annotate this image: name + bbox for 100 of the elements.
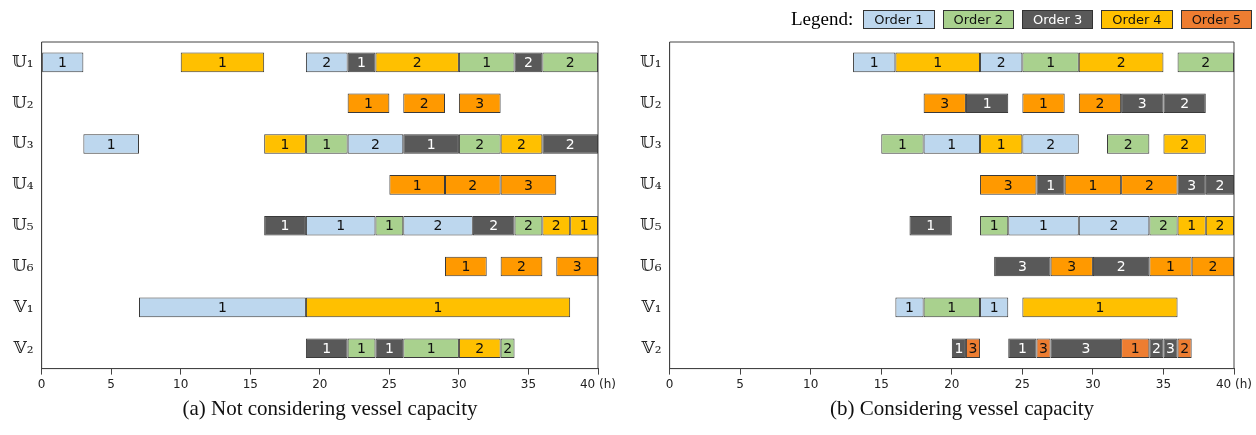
annotation: 3 bbox=[1067, 258, 1077, 275]
annotation: 3 bbox=[1003, 176, 1013, 193]
annotation: 3 bbox=[1187, 176, 1197, 193]
annotation: 2 bbox=[1095, 94, 1105, 111]
y-tick-label: 𝕍₁ bbox=[640, 295, 662, 316]
annotation: 2 bbox=[1046, 135, 1056, 152]
annotation: 1 bbox=[1046, 176, 1056, 193]
annotation: 3 bbox=[940, 94, 950, 111]
y-tick-label: 𝕌₆ bbox=[640, 254, 662, 275]
annotation: 2 bbox=[419, 94, 429, 111]
x-tick-label: 35 bbox=[1155, 376, 1172, 391]
x-tick-label: 0 bbox=[665, 376, 674, 391]
annotation: 1 bbox=[905, 299, 914, 315]
x-tick-label: 5 bbox=[736, 376, 745, 391]
y-tick-label: 𝕌₂ bbox=[12, 91, 34, 112]
annotation: 1 bbox=[218, 54, 227, 71]
annotation: 3 bbox=[523, 176, 533, 193]
text: Order 5 bbox=[1180, 9, 1252, 29]
annotation: 2 bbox=[475, 135, 485, 152]
x-tick-label: 40 (h) bbox=[579, 376, 617, 391]
text: Order 1 bbox=[863, 9, 935, 29]
annotation: 2 bbox=[551, 217, 561, 234]
annotation: 2 bbox=[1180, 135, 1190, 152]
legend-title: Legend: bbox=[790, 8, 854, 30]
annotation: 2 bbox=[523, 217, 533, 234]
annotation: 2 bbox=[1151, 339, 1161, 356]
annotation: 2 bbox=[1180, 339, 1190, 356]
x-tick-label: 20 bbox=[312, 376, 328, 391]
annotation: 1 bbox=[1017, 339, 1027, 356]
annotation: 2 bbox=[322, 54, 332, 71]
annotation: 1 bbox=[1095, 299, 1105, 315]
annotation: 2 bbox=[517, 135, 526, 152]
annotation: 2 bbox=[1123, 135, 1133, 152]
annotation: 1 bbox=[461, 258, 471, 275]
annotation: 2 bbox=[1158, 217, 1168, 234]
x-tick-label: 0 bbox=[37, 376, 46, 391]
x-tick-label: 15 bbox=[873, 376, 889, 391]
annotation: 1 bbox=[989, 299, 999, 315]
y-tick-label: 𝕌₃ bbox=[12, 132, 34, 153]
y-tick-label: 𝕌₆ bbox=[12, 254, 34, 275]
annotation: 1 bbox=[1039, 217, 1048, 234]
y-tick-label: 𝕍₁ bbox=[12, 295, 34, 316]
annotation: 1 bbox=[364, 94, 373, 111]
y-tick-label: 𝕌₂ bbox=[640, 91, 662, 112]
annotation: 1 bbox=[426, 135, 436, 152]
x-tick-label: 35 bbox=[520, 376, 537, 391]
annotation: 2 bbox=[489, 217, 499, 234]
annotation: 3 bbox=[1039, 339, 1048, 356]
annotation: 2 bbox=[1144, 176, 1154, 193]
x-tick-label: 30 bbox=[451, 376, 467, 391]
annotation: 1 bbox=[947, 135, 957, 152]
x-tick-label: 30 bbox=[1085, 376, 1101, 391]
annotation: 1 bbox=[989, 217, 999, 234]
y-tick-label: 𝕌₄ bbox=[640, 173, 662, 194]
annotation: 2 bbox=[412, 54, 422, 71]
annotation: 1 bbox=[322, 135, 332, 152]
annotation: 1 bbox=[947, 299, 957, 315]
annotation: 3 bbox=[968, 339, 978, 356]
annotation: 1 bbox=[933, 54, 943, 71]
annotation: 1 bbox=[58, 54, 67, 71]
annotation: 1 bbox=[897, 135, 907, 152]
annotation: 1 bbox=[996, 135, 1006, 152]
annotation: 1 bbox=[412, 176, 422, 193]
x-tick-label: 10 bbox=[803, 376, 819, 391]
annotation: 3 bbox=[1017, 258, 1027, 275]
annotation: 1 bbox=[357, 54, 367, 71]
text: Order 4 bbox=[1101, 9, 1173, 29]
x-tick-label: 5 bbox=[107, 376, 116, 391]
annotation: 1 bbox=[926, 217, 936, 234]
annotation: 2 bbox=[565, 135, 575, 152]
annotation: 1 bbox=[954, 339, 964, 356]
text: Order 3 bbox=[1021, 9, 1094, 29]
annotation: 2 bbox=[1215, 217, 1225, 234]
annotation: 2 bbox=[1116, 54, 1126, 71]
annotation: 2 bbox=[1109, 217, 1119, 234]
annotation: 3 bbox=[572, 258, 582, 275]
x-tick-label: 10 bbox=[173, 376, 189, 391]
annotation: 1 bbox=[426, 339, 436, 356]
y-tick-label: 𝕍₂ bbox=[640, 336, 662, 357]
annotation: 2 bbox=[1201, 54, 1211, 71]
x-tick-label: 20 bbox=[944, 376, 960, 391]
text: Order 2 bbox=[942, 9, 1014, 29]
annotation: 1 bbox=[1046, 54, 1056, 71]
annotation: 2 bbox=[1116, 258, 1126, 275]
annotation: 1 bbox=[106, 135, 116, 152]
annotation: 2 bbox=[503, 339, 513, 356]
x-tick-label: 25 bbox=[381, 376, 398, 391]
annotation: 1 bbox=[482, 54, 492, 71]
annotation: 2 bbox=[565, 54, 575, 71]
x-tick-label: 25 bbox=[1014, 376, 1031, 391]
annotation: 2 bbox=[1208, 258, 1218, 275]
text: (b) Considering vessel capacity bbox=[828, 396, 1096, 421]
annotation: 1 bbox=[869, 54, 879, 71]
annotation: 2 bbox=[1215, 176, 1225, 193]
annotation: 1 bbox=[322, 339, 332, 356]
annotation: 2 bbox=[996, 54, 1006, 71]
annotation: 2 bbox=[517, 258, 526, 275]
y-tick-label: 𝕌₄ bbox=[12, 173, 34, 194]
annotation: 2 bbox=[1180, 94, 1190, 111]
y-tick-label: 𝕍₂ bbox=[12, 336, 34, 357]
